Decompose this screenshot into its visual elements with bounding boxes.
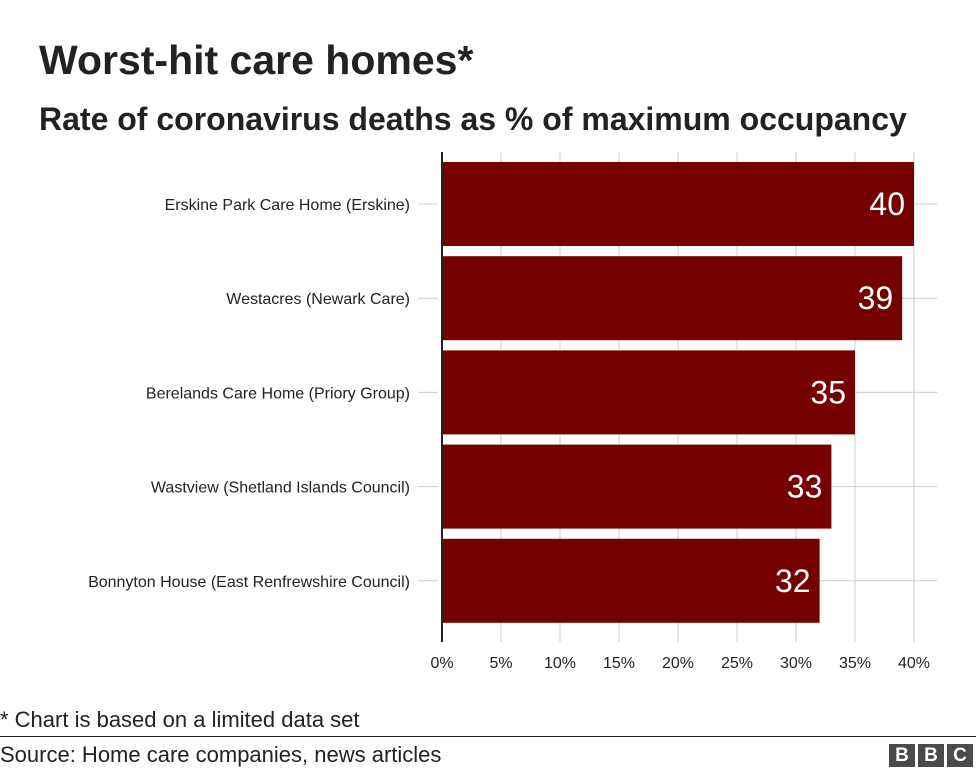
footnote: * Chart is based on a limited data set: [0, 707, 360, 732]
source-note: Source: Home care companies, news articl…: [0, 742, 442, 767]
bar: [442, 444, 832, 529]
x-tick-label: 0%: [430, 655, 453, 672]
bar: [442, 256, 903, 341]
bbc-logo-letter-c: C: [947, 744, 973, 767]
category-label: Erskine Park Care Home (Erskine): [165, 197, 410, 214]
data-label: 35: [810, 374, 846, 410]
x-tick-label: 15%: [603, 655, 635, 672]
footer-divider: [0, 736, 976, 737]
x-tick-label: 35%: [839, 655, 871, 672]
chart-title: Worst-hit care homes*: [39, 37, 474, 83]
bar: [442, 162, 914, 246]
bar-chart: 0% 5% 10% 15% 20% 25% 30% 35% 40% Erskine Park Ca…: [88, 152, 937, 672]
data-label: 40: [869, 186, 905, 222]
bbc-logo: B B C: [889, 744, 973, 767]
category-label: Westacres (Newark Care): [226, 291, 410, 308]
x-tick-label: 20%: [662, 655, 694, 672]
category-label: Wastview (Shetland Islands Council): [151, 480, 410, 497]
data-label: 33: [787, 469, 823, 505]
x-tick-label: 25%: [721, 655, 753, 672]
bar: [442, 350, 855, 435]
category-label: Berelands Care Home (Priory Group): [146, 385, 410, 402]
data-label: 32: [775, 563, 811, 599]
bbc-logo-letter-b2: B: [918, 744, 944, 767]
bar: [442, 538, 820, 623]
data-label: 39: [858, 280, 894, 316]
x-tick-label: 30%: [780, 655, 812, 672]
x-tick-label: 5%: [489, 655, 512, 672]
x-tick-label: 10%: [544, 655, 576, 672]
category-label: Bonnyton House (East Renfrewshire Counci…: [88, 574, 410, 591]
bbc-logo-letter-b1: B: [889, 744, 915, 767]
chart-subtitle: Rate of coronavirus deaths as % of maxim…: [39, 101, 907, 137]
x-tick-label: 40%: [898, 655, 930, 672]
